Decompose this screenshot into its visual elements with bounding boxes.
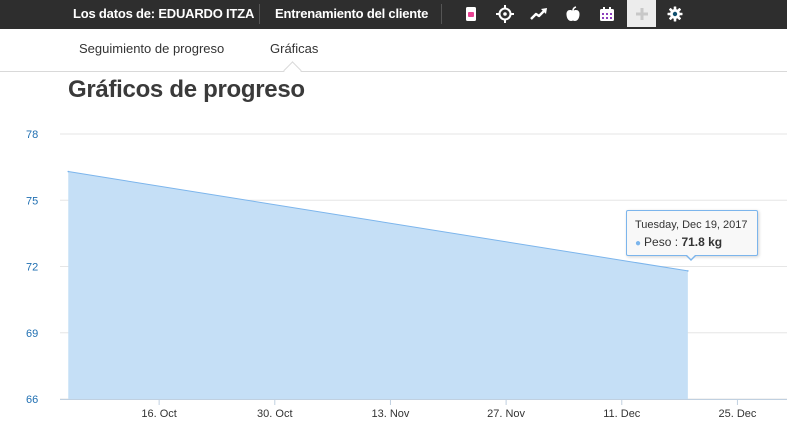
x-tick-label: 27. Nov xyxy=(487,408,525,420)
tooltip-separator: : xyxy=(674,235,679,249)
trend-up-icon xyxy=(530,8,547,20)
series-area-peso xyxy=(68,171,688,399)
data-point xyxy=(67,170,70,173)
page-title: Gráficos de progreso xyxy=(68,76,305,103)
tooltip-value: 71.8 kg xyxy=(681,235,723,249)
goals-button[interactable] xyxy=(492,1,518,27)
tooltip-date: Tuesday, Dec 19, 2017 xyxy=(635,219,748,231)
tab-progress-tracking[interactable]: Seguimiento de progreso xyxy=(79,41,225,56)
x-tick-label: 11. Dec xyxy=(603,408,641,420)
x-tick-label: 16. Oct xyxy=(141,408,176,420)
add-button[interactable] xyxy=(627,0,656,27)
nutrition-button[interactable] xyxy=(560,1,586,27)
tooltip-series-row: ● Peso : 71.8 kg xyxy=(635,235,722,249)
calendar-button[interactable] xyxy=(594,1,620,27)
document-button[interactable] xyxy=(458,1,484,27)
client-training-link[interactable]: Entrenamiento del cliente xyxy=(275,6,429,21)
divider xyxy=(259,4,260,24)
apple-icon xyxy=(566,5,580,21)
calendar-icon xyxy=(600,7,614,21)
data-point xyxy=(687,270,689,272)
y-tick-label: 66 xyxy=(26,394,38,406)
divider xyxy=(441,4,442,24)
chart-tooltip: Tuesday, Dec 19, 2017 ● Peso : 71.8 kg xyxy=(626,210,758,261)
y-tick-label: 78 xyxy=(26,129,38,141)
x-tick-label: 30. Oct xyxy=(257,408,292,420)
y-tick-label: 75 xyxy=(26,195,38,207)
gear-icon xyxy=(667,6,683,22)
settings-button[interactable] xyxy=(662,1,688,27)
plus-icon xyxy=(635,7,648,20)
series-dot-icon: ● xyxy=(635,238,642,249)
series-line-peso xyxy=(68,171,688,272)
y-tick-label: 72 xyxy=(26,262,38,274)
progress-button[interactable] xyxy=(526,1,552,27)
sub-navigation: Seguimiento de progreso Gráficas xyxy=(0,29,787,80)
target-icon xyxy=(496,5,514,23)
tooltip-series-name: Peso xyxy=(644,235,672,249)
x-tick-label: 25. Dec xyxy=(718,408,756,420)
top-bar: Los datos de: EDUARDO ITZA Entrenamiento… xyxy=(0,0,787,29)
x-tick-label: 13. Nov xyxy=(371,408,409,420)
tab-charts[interactable]: Gráficas xyxy=(270,41,319,56)
y-tick-label: 69 xyxy=(26,328,38,340)
client-name-label: Los datos de: EDUARDO ITZA xyxy=(73,6,255,21)
document-icon xyxy=(466,7,476,21)
